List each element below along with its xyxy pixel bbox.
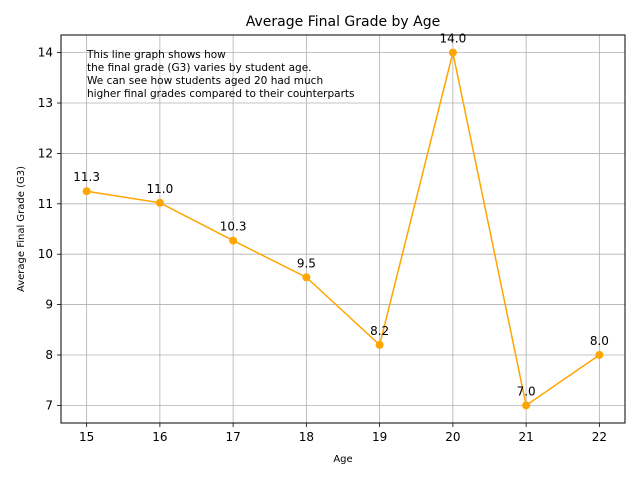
- data-label: 7.0: [517, 384, 536, 398]
- x-tick-label: 21: [518, 430, 533, 444]
- data-point: [595, 350, 604, 359]
- series-line: [86, 52, 600, 407]
- grid: [61, 35, 625, 423]
- y-tick-label: 9: [45, 298, 53, 312]
- data-label: 8.0: [590, 334, 609, 348]
- data-label: 10.3: [220, 220, 247, 234]
- y-tick-label: 13: [38, 96, 53, 110]
- data-labels: 11.3 11.0 10.3 9.5 8.2 14.0 7.0 8.0: [73, 32, 609, 399]
- data-point: [448, 48, 457, 57]
- data-point: [155, 198, 164, 207]
- y-tick-label: 7: [45, 398, 53, 412]
- plot-frame: [60, 34, 626, 424]
- data-points: [82, 48, 604, 410]
- y-tick-label: 14: [38, 46, 53, 60]
- y-tick-label: 10: [38, 247, 53, 261]
- data-label: 11.0: [147, 182, 174, 196]
- x-tick-label: 22: [592, 430, 607, 444]
- annotation-line: This line graph shows how: [86, 49, 226, 61]
- x-tick-label: 16: [152, 430, 167, 444]
- data-label: 11.3: [73, 170, 100, 184]
- y-tick-label: 11: [38, 197, 53, 211]
- data-point: [375, 340, 384, 349]
- data-point: [82, 187, 91, 196]
- y-tick-label: 12: [38, 146, 53, 160]
- data-point: [522, 401, 531, 410]
- x-tick-label: 19: [372, 430, 387, 444]
- annotation-line: We can see how students aged 20 had much: [87, 75, 323, 87]
- data-label: 9.5: [297, 256, 316, 270]
- data-point: [302, 273, 311, 282]
- annotation-line: the final grade (G3) varies by student a…: [87, 62, 312, 74]
- y-tick-label: 8: [45, 348, 53, 362]
- x-tick-label: 20: [445, 430, 460, 444]
- y-axis-label: Average Final Grade (G3): [16, 166, 27, 292]
- annotation-line: higher final grades compared to their co…: [87, 88, 354, 100]
- x-tick-label: 15: [79, 430, 94, 444]
- data-label: 8.2: [370, 324, 389, 338]
- x-tick-label: 18: [299, 430, 314, 444]
- y-axis: 7 8 9 10 11 12 13 14: [38, 46, 61, 412]
- x-axis-label: Age: [333, 454, 352, 465]
- chart-title: Average Final Grade by Age: [246, 14, 441, 30]
- x-tick-label: 17: [225, 430, 240, 444]
- data-point: [229, 236, 238, 245]
- data-label: 14.0: [440, 32, 467, 46]
- x-axis: 15 16 17 18 19 20 21 22: [79, 423, 607, 444]
